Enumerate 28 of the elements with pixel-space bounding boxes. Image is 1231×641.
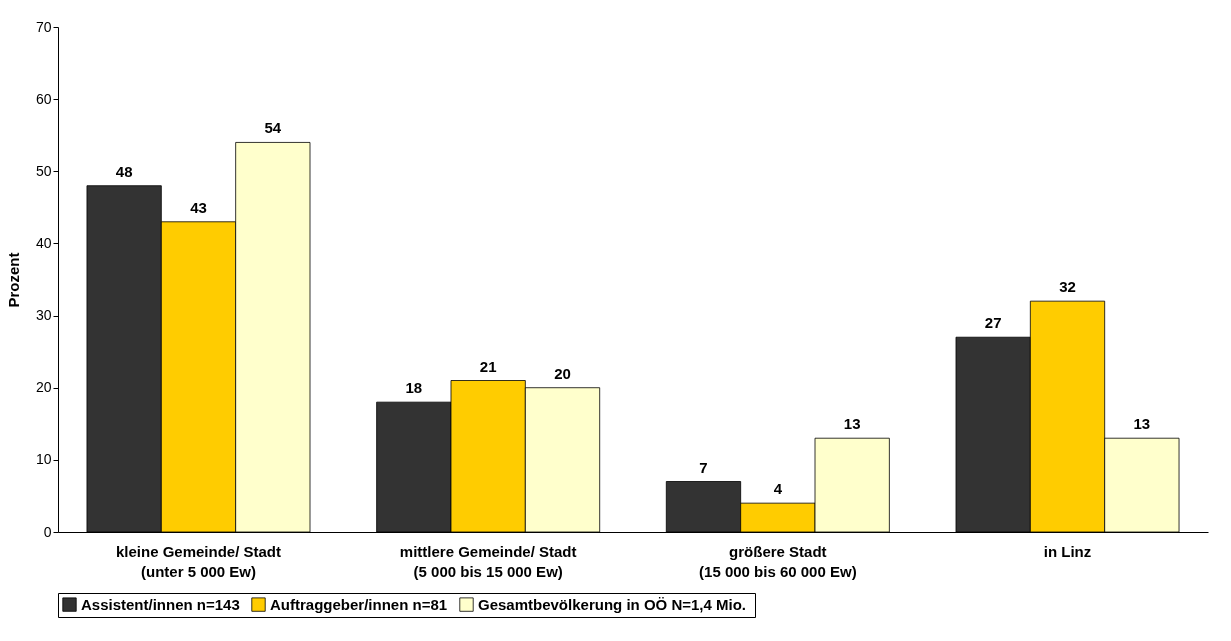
x-tick-label: kleine Gemeinde/ Stadt (unter 5 000 Ew) xyxy=(115,542,282,580)
data-label: 13 xyxy=(843,415,861,433)
y-tick-label: 30 xyxy=(35,307,52,324)
x-tick-label: größere Stadt (15 000 bis 60 000 Ew) xyxy=(699,542,857,580)
y-tick-label: 70 xyxy=(35,18,52,35)
data-label: 32 xyxy=(1059,278,1076,296)
legend-label: Auftraggeber/innen n=81 xyxy=(270,595,448,613)
y-tick-label: 0 xyxy=(43,523,52,540)
data-label: 54 xyxy=(264,119,282,137)
data-label: 4 xyxy=(773,480,783,498)
data-label: 43 xyxy=(190,198,207,216)
data-label: 21 xyxy=(479,357,497,375)
data-label: 20 xyxy=(554,364,571,382)
data-label: 27 xyxy=(984,314,1002,332)
data-label: 48 xyxy=(115,162,133,180)
y-axis-title: Prozent xyxy=(4,252,22,308)
y-tick-label: 50 xyxy=(35,162,52,179)
data-label: 13 xyxy=(1133,415,1151,433)
x-tick-label: mittlere Gemeinde/ Stadt (5 000 bis 15 000 Ew) xyxy=(399,542,577,580)
data-label: 18 xyxy=(405,379,423,397)
y-tick-label: 40 xyxy=(35,234,52,251)
x-tick-label: in Linz xyxy=(1043,542,1092,560)
y-tick-label: 10 xyxy=(35,451,52,468)
legend-label: Gesamtbevölkerung in OÖ N=1,4 Mio. xyxy=(478,595,746,613)
y-tick-label: 20 xyxy=(35,379,52,396)
y-tick-label: 60 xyxy=(35,90,52,107)
data-label: 7 xyxy=(699,458,708,476)
legend-label: Assistent/innen n=143 xyxy=(81,595,240,613)
